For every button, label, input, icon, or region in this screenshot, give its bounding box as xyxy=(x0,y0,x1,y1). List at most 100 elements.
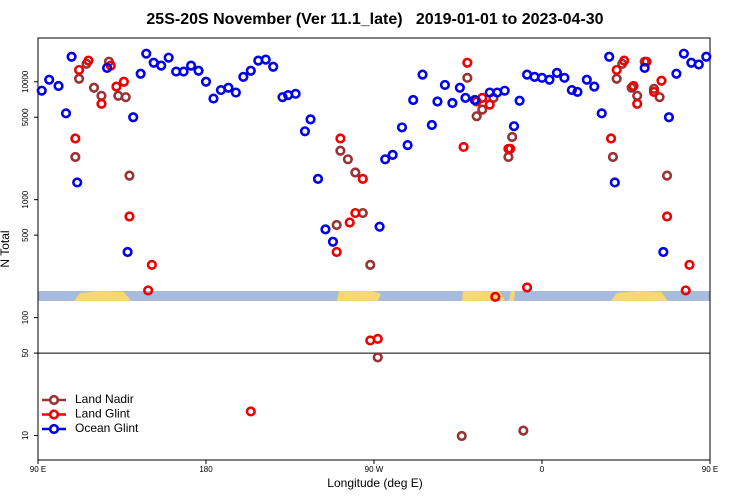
y-tick-label: 10000 xyxy=(21,70,30,93)
data-point xyxy=(551,67,563,78)
data-point xyxy=(73,64,85,76)
data-point xyxy=(663,112,675,123)
data-point xyxy=(312,173,324,185)
data-point xyxy=(462,57,473,68)
data-point xyxy=(490,291,501,302)
data-point xyxy=(290,88,301,99)
data-point xyxy=(260,54,271,65)
x-tick-label: 0 xyxy=(540,465,545,474)
data-point xyxy=(118,76,129,87)
data-point xyxy=(503,151,514,163)
data-point xyxy=(658,246,669,258)
data-point xyxy=(305,114,316,125)
data-point xyxy=(380,154,391,165)
data-point xyxy=(124,211,135,222)
legend-label: Land Nadir xyxy=(75,392,134,406)
data-point xyxy=(335,145,346,156)
data-point xyxy=(156,60,167,71)
x-axis-label: Longitude (deg E) xyxy=(327,476,422,490)
data-point xyxy=(611,73,622,84)
data-point xyxy=(299,126,311,137)
data-point xyxy=(120,92,131,103)
data-point xyxy=(402,140,413,151)
x-tick-label: 90 E xyxy=(702,465,718,474)
data-point xyxy=(458,141,469,153)
data-point xyxy=(632,98,643,109)
legend-marker xyxy=(48,409,60,420)
data-point xyxy=(344,217,355,228)
data-point xyxy=(230,87,241,98)
data-point xyxy=(143,285,154,296)
data-point xyxy=(342,154,353,165)
data-point xyxy=(518,425,529,436)
data-point xyxy=(572,86,583,98)
data-point xyxy=(639,62,650,74)
x-tick-label: 90 W xyxy=(365,465,384,474)
data-point xyxy=(83,55,94,66)
data-point xyxy=(44,74,55,85)
data-point xyxy=(628,80,639,92)
data-point xyxy=(566,84,577,96)
chart-title: 25S-20S November (Ver 11.1_late) 2019-01… xyxy=(146,11,603,28)
data-point xyxy=(680,285,691,296)
data-point xyxy=(693,59,704,70)
data-point xyxy=(350,207,361,219)
y-tick-label: 50 xyxy=(21,348,30,357)
data-point xyxy=(544,74,555,85)
data-point xyxy=(619,55,630,66)
data-point xyxy=(335,133,346,144)
x-tick-label: 180 xyxy=(199,465,213,474)
data-point xyxy=(331,219,342,231)
data-point xyxy=(508,121,520,132)
legend-label: Land Glint xyxy=(75,407,130,421)
data-point xyxy=(648,86,660,98)
data-point xyxy=(417,69,428,80)
legend-label: Ocean Glint xyxy=(75,421,139,435)
land-shape xyxy=(509,291,515,301)
data-point xyxy=(238,71,249,82)
data-point xyxy=(605,133,617,144)
land-shape xyxy=(74,291,131,301)
plot-frame xyxy=(37,37,711,461)
data-point xyxy=(596,108,607,119)
data-point xyxy=(268,61,279,72)
data-point xyxy=(477,104,488,115)
data-point xyxy=(514,95,525,106)
data-point xyxy=(426,119,437,131)
data-point xyxy=(374,221,385,232)
data-point xyxy=(96,98,107,109)
data-point xyxy=(70,133,81,144)
data-point xyxy=(223,82,234,93)
data-point xyxy=(124,170,135,181)
y-axis-label: N Total xyxy=(0,230,12,267)
data-point xyxy=(589,81,600,92)
data-point xyxy=(141,48,152,59)
data-point xyxy=(656,75,667,86)
data-point xyxy=(200,76,212,87)
y-tick-label: 1000 xyxy=(21,190,30,208)
data-point xyxy=(122,246,133,258)
legend-marker xyxy=(48,394,60,406)
data-point xyxy=(70,151,81,163)
y-tick-label: 10 xyxy=(21,431,30,440)
data-point xyxy=(408,94,419,106)
data-point xyxy=(507,131,518,143)
data-point xyxy=(320,224,331,235)
data-point xyxy=(73,73,85,84)
land-shape xyxy=(337,291,381,301)
data-point xyxy=(96,90,107,101)
land-shape xyxy=(611,291,668,301)
data-point xyxy=(439,79,451,91)
data-point xyxy=(60,108,72,119)
data-point xyxy=(701,51,712,62)
data-point xyxy=(671,68,682,79)
data-point xyxy=(396,122,408,133)
data-point xyxy=(208,93,219,104)
data-point xyxy=(372,333,383,344)
data-point xyxy=(460,92,471,103)
data-point xyxy=(521,282,533,293)
data-point xyxy=(111,81,122,92)
data-point xyxy=(36,85,47,96)
data-point xyxy=(128,112,139,123)
